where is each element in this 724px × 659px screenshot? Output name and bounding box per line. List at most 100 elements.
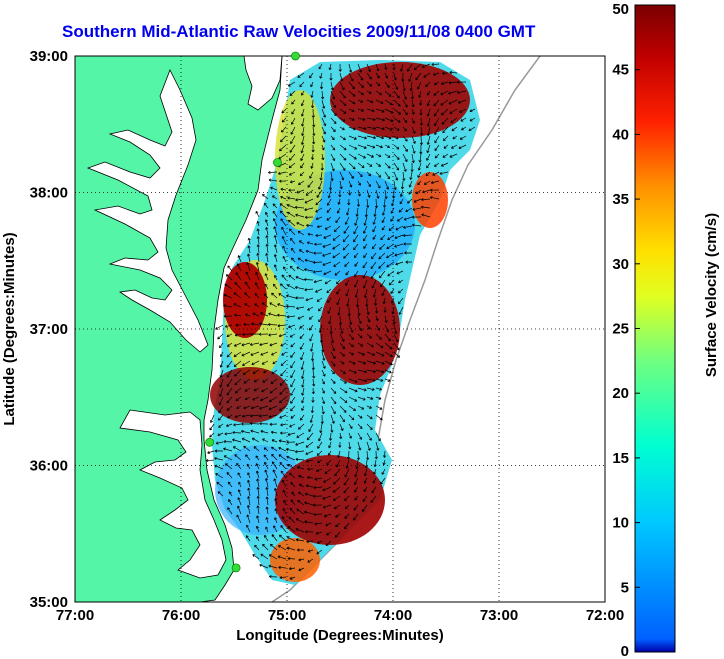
velocity-arrow [234,333,242,337]
velocity-arrow [419,135,424,146]
velocity-arrow [356,450,361,461]
velocity-arrow [382,297,386,305]
velocity-arrow [411,223,422,227]
velocity-arrow [334,270,341,276]
velocity-arrow [289,472,296,479]
velocity-arrow [256,495,260,506]
velocity-arrow [409,171,413,180]
velocity-arrow [318,315,323,323]
velocity-arrow [273,525,278,533]
velocity-arrow [297,180,305,185]
velocity-arrow [234,378,242,386]
velocity-arrow [327,306,332,314]
velocity-arrow [240,429,251,434]
velocity-arrow [278,293,287,299]
velocity-arrow [468,126,476,132]
velocity-arrow [366,135,376,140]
velocity-arrow [374,198,379,209]
velocity-arrow [319,72,323,79]
velocity-arrow [400,180,404,190]
velocity-arrow [241,422,250,426]
velocity-arrow [312,260,323,265]
velocity-arrow [296,266,305,272]
velocity-arrow [366,369,376,374]
velocity-arrow [402,162,407,172]
velocity-arrow [281,117,287,123]
velocity-arrow [226,472,233,479]
velocity-arrow [366,360,376,365]
velocity-arrow [310,351,315,362]
velocity-arrow [219,369,224,378]
velocity-arrow [348,315,353,325]
velocity-arrow [339,72,344,82]
velocity-arrow [270,430,278,434]
velocity-arrow [433,90,440,96]
velocity-arrow [330,153,336,161]
velocity-arrow [339,180,343,190]
velocity-arrow [306,475,314,480]
velocity-arrow [304,215,314,219]
velocity-arrow [226,396,233,404]
velocity-arrow [426,135,431,145]
velocity-arrow [357,171,363,178]
velocity-arrow [366,351,376,356]
velocity-arrow [323,513,332,518]
velocity-arrow [402,233,413,238]
velocity-arrow [309,72,314,79]
velocity-arrow [300,153,305,161]
velocity-arrow [226,351,233,358]
velocity-arrow [289,144,296,153]
velocity-arrow [250,405,260,410]
velocity-arrow [299,324,305,329]
velocity-arrow [434,162,440,167]
velocity-arrow [310,99,315,109]
velocity-arrow [362,495,368,502]
velocity-arrow [375,63,380,72]
velocity-arrow [289,576,296,580]
velocity-arrow [260,553,269,560]
velocity-arrow [372,477,377,484]
velocity-arrow [375,189,380,199]
velocity-arrow [381,216,386,223]
velocity-arrow [420,126,424,136]
velocity-arrow [321,405,325,415]
velocity-arrow [384,135,392,140]
velocity-arrow [408,72,413,82]
colorbar-tick-label: 30 [612,256,629,273]
velocity-arrow [298,558,305,562]
velocity-arrow [322,495,332,500]
velocity-arrow [402,126,407,132]
velocity-arrow [255,463,260,470]
velocity-arrow [383,306,387,313]
velocity-arrow [366,324,371,330]
velocity-arrow [260,396,269,402]
velocity-arrow [440,108,449,116]
velocity-arrow [366,378,376,382]
velocity-arrow [328,450,332,456]
velocity-arrow [318,180,323,190]
velocity-arrow [256,486,260,497]
velocity-arrow [301,378,305,388]
colorbar-tick-label: 0 [621,643,629,659]
velocity-arrow [280,187,287,191]
velocity-arrow [259,322,269,326]
velocity-arrow [393,333,399,343]
velocity-arrow [228,491,233,497]
speed-blob-orange [270,538,320,582]
velocity-arrow [318,63,323,70]
velocity-arrow [249,421,260,426]
velocity-arrow [310,405,314,414]
velocity-arrow [268,554,278,560]
velocity-arrow [384,342,393,350]
velocity-arrow [318,324,323,333]
velocity-arrow [348,405,356,411]
velocity-arrow [339,81,345,91]
velocity-arrow [272,218,278,227]
velocity-arrow [402,135,408,142]
velocity-arrow [431,62,440,67]
velocity-arrow [429,196,440,200]
velocity-arrow [264,283,269,290]
velocity-arrow [271,351,278,356]
velocity-arrow [344,522,350,530]
velocity-arrow [375,369,385,374]
